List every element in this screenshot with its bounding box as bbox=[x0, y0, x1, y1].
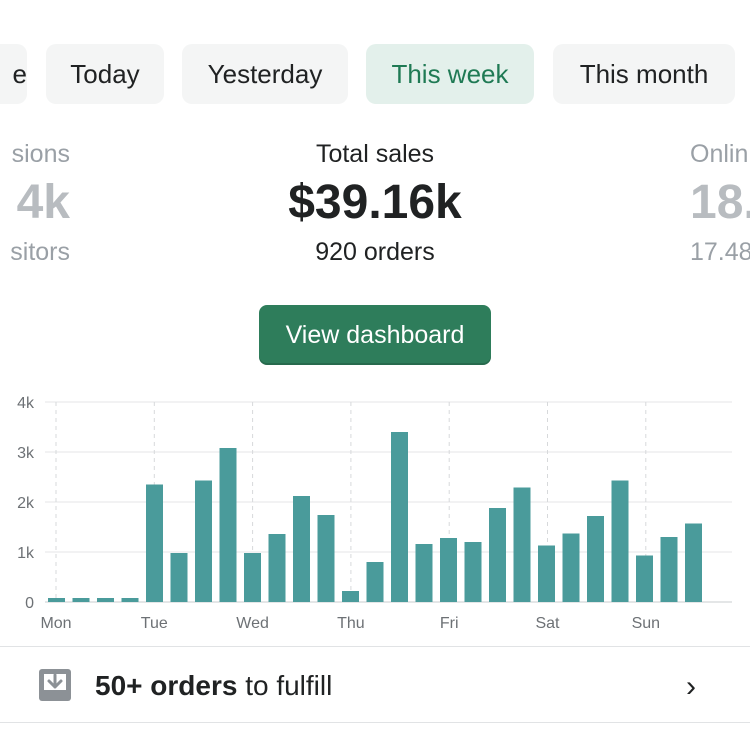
chart-bar[interactable] bbox=[464, 542, 482, 602]
chart-bar[interactable] bbox=[587, 516, 604, 602]
chart-bar[interactable] bbox=[489, 508, 506, 602]
metric-label: Total sales bbox=[315, 140, 435, 168]
view-dashboard-button[interactable]: View dashboard bbox=[259, 305, 491, 365]
chart-bar[interactable] bbox=[366, 562, 384, 602]
chart-bar[interactable] bbox=[97, 598, 114, 602]
chart-bar[interactable] bbox=[48, 598, 65, 602]
chart-bar[interactable] bbox=[538, 545, 555, 603]
download-tray-icon bbox=[39, 669, 71, 701]
y-tick-label: 1k bbox=[17, 545, 35, 562]
chart-bar[interactable] bbox=[685, 523, 702, 603]
chart-bar[interactable] bbox=[636, 555, 653, 603]
y-tick-label: 4k bbox=[17, 395, 35, 412]
chart-bar[interactable] bbox=[219, 448, 237, 602]
x-tick-label: Mon bbox=[40, 615, 71, 632]
divider bbox=[0, 646, 750, 647]
metric-value: 4k bbox=[16, 176, 70, 229]
metric-value: 18. bbox=[690, 176, 750, 229]
chart-bar[interactable] bbox=[562, 533, 580, 603]
metric-sub: 920 orders bbox=[315, 238, 435, 266]
chart-bar[interactable] bbox=[195, 480, 212, 603]
divider bbox=[0, 722, 750, 723]
chart-bar[interactable] bbox=[440, 538, 457, 602]
chart-bar[interactable] bbox=[391, 432, 408, 602]
chart-bar[interactable] bbox=[513, 487, 531, 603]
x-tick-label: Tue bbox=[141, 615, 168, 632]
metric-label: sions bbox=[11, 140, 70, 168]
chart-bar[interactable] bbox=[293, 496, 310, 602]
chart-bar[interactable] bbox=[268, 534, 286, 602]
chart-bar[interactable] bbox=[121, 598, 139, 602]
chart-bar[interactable] bbox=[146, 484, 163, 603]
metric-label: Onlin bbox=[690, 140, 749, 168]
x-tick-label: Thu bbox=[337, 615, 365, 632]
chevron-right-icon: › bbox=[686, 670, 696, 703]
chart-bar[interactable] bbox=[611, 480, 629, 603]
sales-bar-chart: 4k 3k 2k 1k 0 Mon Tue Wed Thu Fri Sat Sun bbox=[17, 395, 732, 632]
orders-to-fulfill-row[interactable]: 50+ orders to fulfill › bbox=[0, 648, 750, 722]
chart-bar[interactable] bbox=[244, 553, 261, 602]
chart-bar[interactable] bbox=[170, 553, 188, 602]
metric-value: $39.16k bbox=[288, 176, 462, 229]
chart-bar[interactable] bbox=[72, 598, 90, 602]
chart-bar[interactable] bbox=[317, 515, 335, 602]
y-tick-label: 2k bbox=[17, 495, 35, 512]
orders-to-fulfill-text: 50+ orders to fulfill bbox=[95, 670, 333, 701]
date-range-tabs: e Today Yesterday This week This month bbox=[0, 44, 750, 106]
chart-bar[interactable] bbox=[415, 544, 433, 602]
x-tick-label: Sun bbox=[632, 615, 660, 632]
metric-sessions-partial[interactable]: sions 4k sitors bbox=[0, 140, 70, 267]
chart-bar[interactable] bbox=[660, 537, 678, 602]
metric-online-partial[interactable]: Onlin 18. 17.48 bbox=[690, 140, 750, 267]
tab-partial-left[interactable]: e bbox=[0, 44, 27, 104]
x-tick-label: Fri bbox=[440, 615, 459, 632]
metric-sub: 17.48 bbox=[690, 238, 750, 266]
metric-total-sales[interactable]: Total sales $39.16k 920 orders bbox=[235, 140, 515, 267]
tab-yesterday[interactable]: Yesterday bbox=[182, 44, 348, 104]
tab-this-week[interactable]: This week bbox=[366, 44, 534, 104]
tab-today[interactable]: Today bbox=[46, 44, 164, 104]
x-tick-label: Sat bbox=[535, 615, 560, 632]
tab-this-month[interactable]: This month bbox=[553, 44, 735, 104]
chart-bar[interactable] bbox=[342, 591, 359, 602]
y-tick-label: 3k bbox=[17, 445, 35, 462]
y-tick-label: 0 bbox=[25, 595, 34, 612]
x-tick-label: Wed bbox=[236, 615, 269, 632]
metric-sub: sitors bbox=[10, 238, 70, 266]
